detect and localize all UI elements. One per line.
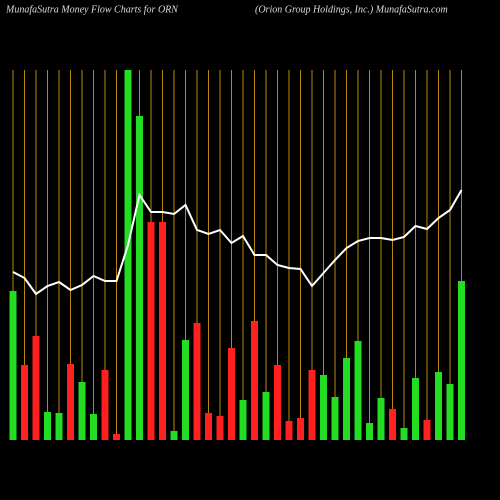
- bar: [262, 392, 270, 440]
- bar: [101, 370, 109, 440]
- bar: [423, 420, 431, 440]
- bar: [32, 336, 40, 440]
- bar: [193, 323, 201, 440]
- bar: [354, 341, 362, 440]
- bar: [297, 418, 304, 440]
- chart-subtitle: (Orion Group Holdings, Inc.) MunafaSutra…: [255, 4, 448, 15]
- bar: [136, 116, 143, 440]
- bar: [124, 70, 132, 440]
- bar: [389, 409, 396, 440]
- bar: [21, 365, 28, 440]
- bar: [44, 412, 51, 440]
- bar: [170, 431, 178, 440]
- bar: [458, 281, 465, 440]
- bar: [331, 397, 339, 440]
- chart-title: MunafaSutra Money Flow Charts for ORN: [5, 4, 179, 15]
- bar: [78, 382, 86, 440]
- bar: [343, 358, 350, 440]
- bar: [182, 340, 189, 440]
- money-flow-line: [12, 189, 463, 296]
- bar: [113, 434, 120, 440]
- bar: [435, 372, 442, 440]
- bar: [216, 416, 224, 440]
- bar: [400, 428, 408, 440]
- bar: [239, 400, 247, 440]
- bar: [90, 414, 97, 440]
- bar: [412, 378, 419, 440]
- bar: [55, 413, 63, 440]
- bar: [320, 375, 327, 440]
- bar: [274, 365, 281, 440]
- bar: [159, 222, 166, 440]
- bar: [205, 413, 212, 440]
- bar: [67, 364, 74, 440]
- bar: [228, 348, 235, 440]
- bar: [377, 398, 385, 440]
- bar: [9, 291, 17, 440]
- bar: [308, 370, 316, 440]
- bar: [366, 423, 373, 440]
- bar: [446, 384, 454, 440]
- bar: [285, 421, 293, 440]
- bar: [251, 321, 258, 440]
- bar: [147, 222, 155, 440]
